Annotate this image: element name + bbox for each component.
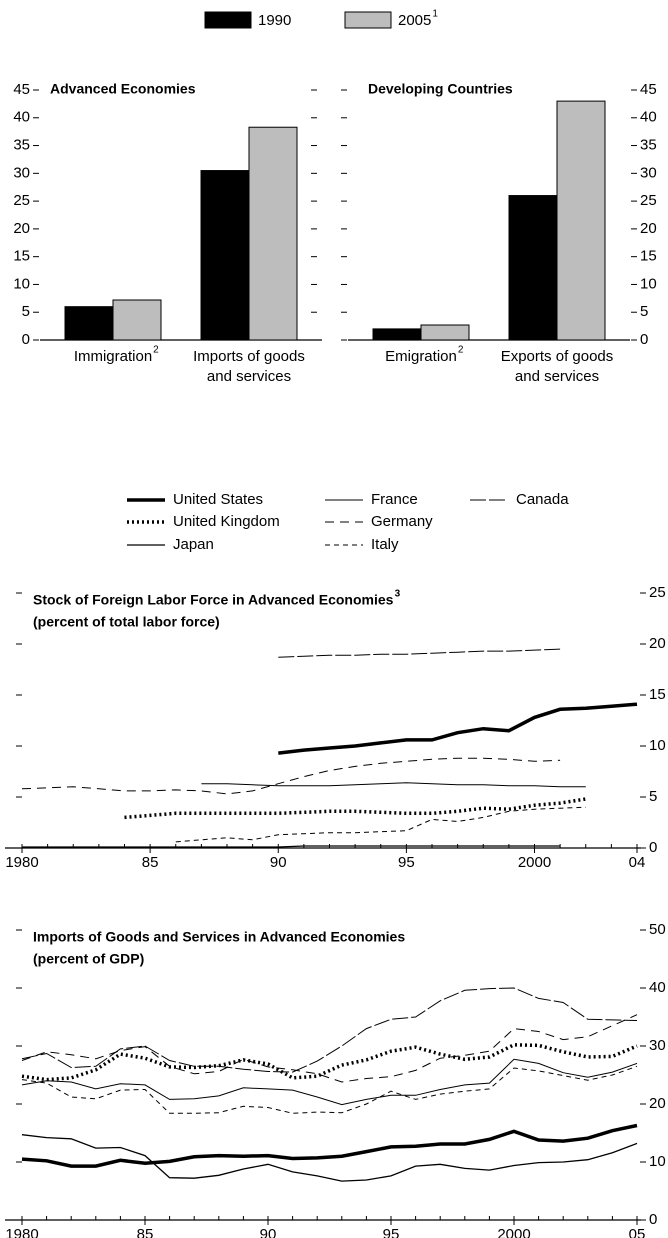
y-tick-label: 5 — [22, 303, 30, 320]
y-tick-label: 30 — [13, 164, 30, 181]
series-line — [21, 1058, 638, 1106]
chart-title: Developing Countries — [368, 81, 513, 97]
x-tick-note: 2 — [458, 345, 464, 356]
chart-subtitle: (percent of total labor force) — [33, 614, 220, 630]
chart-title: Imports of Goods and Services in Advance… — [33, 929, 405, 945]
legend-label: France — [371, 491, 418, 508]
y-tick-label: 20 — [13, 220, 30, 237]
y-tick-label: 35 — [13, 137, 30, 154]
y-tick-label: 40 — [13, 109, 30, 126]
bar — [372, 328, 422, 341]
y-tick-label: 20 — [649, 635, 666, 652]
series-line — [21, 1065, 638, 1114]
y-tick-label: 40 — [649, 979, 666, 996]
y-tick-label: 0 — [640, 331, 648, 348]
legend-swatch — [204, 11, 252, 29]
x-tick-label: 95 — [383, 1226, 400, 1238]
y-tick-label: 30 — [649, 1037, 666, 1054]
legend-swatch — [344, 11, 392, 29]
chart-title: Stock of Foreign Labor Force in Advanced… — [33, 592, 394, 608]
x-tick-label: 85 — [142, 854, 159, 871]
y-tick-label: 20 — [649, 1095, 666, 1112]
y-tick-label: 30 — [640, 164, 657, 181]
series-line — [21, 1134, 638, 1182]
y-tick-label: 10 — [13, 275, 30, 292]
x-tick-label: Immigration — [74, 348, 152, 365]
y-tick-label: 10 — [649, 737, 666, 754]
series-line — [21, 1043, 638, 1082]
series-line — [124, 797, 587, 820]
y-tick-label: 25 — [640, 192, 657, 209]
series-line — [21, 757, 561, 795]
y-tick-label: 5 — [649, 788, 657, 805]
y-tick-label: 10 — [640, 275, 657, 292]
series-line — [22, 845, 561, 848]
legend-label: Germany — [371, 513, 433, 530]
series-line — [21, 987, 638, 1073]
x-tick-label: Exports of goods and services — [501, 348, 614, 385]
legend-label: United States — [173, 491, 263, 508]
y-tick-label: 10 — [649, 1153, 666, 1170]
y-tick-label: 0 — [649, 839, 657, 856]
series-line — [201, 782, 586, 788]
x-tick-label: 85 — [137, 1226, 154, 1238]
series-line — [21, 1014, 638, 1083]
series-line — [278, 648, 561, 658]
legend-label: Italy — [371, 536, 399, 553]
series-line — [278, 702, 638, 755]
y-tick-label: 45 — [640, 81, 657, 98]
chart-title: Advanced Economies — [50, 81, 196, 97]
bar — [508, 195, 558, 341]
bar — [200, 170, 250, 341]
y-tick-label: 45 — [13, 81, 30, 98]
x-tick-label: 04 — [629, 854, 646, 871]
x-tick-note: 2 — [153, 345, 159, 356]
legend-label: Canada — [516, 491, 569, 508]
y-tick-label: 5 — [640, 303, 648, 320]
y-tick-label: 25 — [13, 192, 30, 209]
y-tick-label: 40 — [640, 109, 657, 126]
chart-title-note: 3 — [395, 589, 401, 600]
legend-label: 1990 — [258, 12, 291, 29]
y-tick-label: 35 — [640, 137, 657, 154]
x-tick-label: 05 — [629, 1226, 646, 1238]
y-tick-label: 50 — [649, 921, 666, 938]
legend-label: 2005 — [398, 12, 431, 29]
series-line — [21, 1123, 638, 1168]
y-tick-label: 15 — [640, 248, 657, 265]
x-tick-label: 90 — [260, 1226, 277, 1238]
legend-label: United Kingdom — [173, 513, 280, 530]
y-tick-label: 15 — [13, 248, 30, 265]
y-tick-label: 20 — [640, 220, 657, 237]
x-tick-label: 95 — [398, 854, 415, 871]
y-tick-label: 0 — [649, 1211, 657, 1228]
x-tick-label: 2000 — [518, 854, 551, 871]
bar — [112, 299, 162, 341]
bar — [420, 324, 470, 341]
series-line — [175, 806, 586, 843]
bar — [556, 100, 606, 341]
y-tick-label: 0 — [22, 331, 30, 348]
y-tick-label: 25 — [649, 584, 666, 601]
x-tick-label: Emigration — [385, 348, 457, 365]
y-tick-label: 15 — [649, 686, 666, 703]
x-tick-label: Imports of goods and services — [193, 348, 305, 385]
x-tick-label: 90 — [270, 854, 287, 871]
bar — [248, 126, 298, 341]
x-tick-label: 1980 — [5, 1226, 38, 1238]
x-tick-label: 2000 — [497, 1226, 530, 1238]
bar — [64, 306, 114, 341]
legend-label: Japan — [173, 536, 214, 553]
x-tick-label: 1980 — [5, 854, 38, 871]
chart-subtitle: (percent of GDP) — [33, 951, 144, 967]
legend-label-note: 1 — [432, 9, 438, 20]
